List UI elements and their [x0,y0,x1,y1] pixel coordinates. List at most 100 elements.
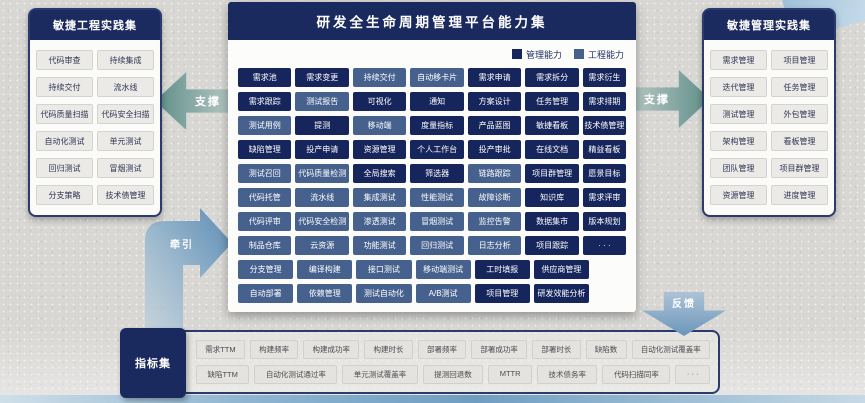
legend-swatch [573,49,584,59]
capability-chip: 云资源 [295,236,349,255]
capability-chip: 渗透测试 [352,212,407,231]
metric-chip: MTTR [488,365,533,384]
capability-chip: 愿景目标 [582,164,626,183]
capability-row: 分支管理 编译构建 接口测试 移动端测试 工时填报 供应商管理 [238,260,626,279]
metrics-rows: 需求TTM 构建频率 构建成功率 构建时长 部署频率 部署成功率 部署时长 缺陷数 自动化测试覆… [196,332,711,392]
capability-chip: 需求评审 [582,188,626,207]
capability-chip: 数据集市 [525,212,579,231]
practice-chip: 需求管理 [710,50,767,70]
support-arrow-left-label: 支撑 [195,96,221,108]
practice-chip: 回归测试 [36,158,93,178]
capability-chip: 代码托管 [238,188,292,207]
capability-row: 需求跟踪 测试报告 可视化 通知 方案设计 任务管理 需求排期 [238,92,626,111]
capability-chip: 需求拆分 [525,68,579,87]
capability-chip: 功能测试 [352,236,407,255]
capability-chip: 性能测试 [410,188,464,207]
capability-grid: 需求池 需求变更 持续交付 自动移卡片 需求申请 需求拆分 需求衍生 需求跟踪 测试报告 可视化通… [228,66,636,303]
capability-chip: 需求变更 [295,68,349,87]
capability-row: 需求池 需求变更 持续交付 自动移卡片 需求申请 需求拆分 需求衍生 [238,68,626,87]
metrics-row: 需求TTM 构建频率 构建成功率 构建时长 部署频率 部署成功率 部署时长 缺陷数 自动化测试覆… [196,340,710,359]
practice-chip: 团队管理 [710,158,767,178]
metric-chip: 提测回退数 [422,365,484,384]
capability-row: 代码评审 代码安全检测 渗透测试 冒烟测试 监控告警 数据集市 版本规划 [238,212,626,231]
capability-chip: 版本规划 [582,212,626,231]
capability-chip: 测试报告 [295,92,349,111]
capability-chip: · · · [582,236,626,255]
legend-item: 工程能力 [573,48,624,61]
capability-chip: 移动端测试 [415,260,471,279]
metric-chip: 部署频率 [417,340,467,359]
capability-chip: 项目跟踪 [525,236,579,255]
row-spacer [593,284,626,285]
capability-chip: 投产审批 [467,140,522,159]
capability-row: 测试召回 代码质量检测 全局搜索 筛选器 链路跟踪 项目群管理 愿景目标 [238,164,626,183]
capability-chip: 产品蓝图 [467,116,522,135]
capability-row: 代码托管 流水线 集成测试 性能测试 故障诊断 知识库 需求评审 [238,188,626,207]
capability-row: 制品仓库 云资源 功能测试 回归测试 日志分析 项目跟踪 · · · [238,236,626,255]
panel-engineering-practices: 敏捷工程实践集 代码审查 持续集成 持续交付 流水线 代码质量扫描 代码安全扫描 自动化测试… [28,8,162,217]
capability-chip: 需求申请 [467,68,522,87]
capability-chip: 回归测试 [410,236,464,255]
capability-chip: 持续交付 [352,68,407,87]
practice-chip: 代码质量扫描 [36,104,93,124]
metric-chip: 自动化测试覆盖率 [631,340,710,359]
capability-chip: 测试召回 [238,164,292,183]
metric-chip: 构建频率 [249,340,299,359]
capability-chip: 项目管理 [474,284,530,303]
metric-chip: 部署时长 [532,340,581,359]
capability-chip: 移动端 [352,116,407,135]
capability-chip: 依赖管理 [297,284,353,303]
capability-chip: 测试自动化 [356,284,412,303]
capability-chip: 需求跟踪 [238,92,292,111]
metric-chip: 部署成功率 [471,340,528,359]
metric-chip: 单元测试覆盖率 [342,365,418,384]
capability-row: 自动部署 依赖管理 测试自动化 A/B测试 项目管理 研发效能分析 [238,284,626,303]
practice-chip: 流水线 [97,77,154,97]
capability-chip: 投产申请 [295,140,349,159]
capability-chip: 缺陷管理 [238,140,292,159]
practice-chip: 持续集成 [97,50,154,70]
row-spacer [593,260,626,261]
capability-chip: 个人工作台 [410,140,464,159]
metric-chip: · · · [675,365,711,384]
metric-chip: 缺陷TTM [196,365,250,384]
capability-chip: 日志分析 [467,236,522,255]
capability-row: 测试用例 提测 移动端 度量指标 产品蓝图 敏捷看板 技术债管理 [238,116,626,135]
capability-chip: 供应商管理 [533,260,590,279]
capability-chip: 链路跟踪 [467,164,522,183]
capability-chip: 度量指标 [410,116,464,135]
capability-row: 缺陷管理 投产申请 资源管理 个人工作台 投产审批 在线文档 精益看板 [238,140,626,159]
capability-chip: 需求衍生 [582,68,626,87]
capability-chip: 分支管理 [238,260,294,279]
metrics-title: 指标集 [120,328,186,398]
practice-chip: 任务管理 [771,77,828,97]
metric-chip: 缺陷数 [585,340,627,359]
practice-chip: 分支策略 [36,185,93,205]
capability-chip: 代码质量检测 [295,164,349,183]
panel-management-practices-title: 敏捷管理实践集 [704,10,834,40]
capability-chip: 方案设计 [467,92,522,111]
metrics-row: 缺陷TTM 自动化测试通过率 单元测试覆盖率 提测回退数 MTTR 技术债务率 代码扫描同率… [196,365,711,384]
practice-chip: 冒烟测试 [97,158,154,178]
capability-chip: 敏捷看板 [525,116,579,135]
capability-chip: 制品仓库 [238,236,292,255]
capability-chip: 代码安全检测 [295,212,349,231]
panel-management-practices-body: 需求管理 项目管理 迭代管理 任务管理 测试管理 外包管理 架构管理 看板管理 团队管理 项目群管… [704,40,834,215]
pull-arrow [145,208,232,338]
capability-chip: 任务管理 [525,92,579,111]
capability-chip: 资源管理 [352,140,407,159]
capability-chip: 精益看板 [582,140,626,159]
practice-chip: 项目管理 [771,50,828,70]
legend-label: 管理能力 [525,49,562,60]
legend-swatch [511,49,522,59]
capability-chip: 通知 [410,92,464,111]
practice-chip: 持续交付 [36,77,93,97]
capability-chip: 监控告警 [467,212,522,231]
capability-chip: 筛选器 [410,164,464,183]
practice-chip: 外包管理 [771,104,828,124]
practice-chip: 技术债管理 [97,185,154,205]
capability-chip: 流水线 [295,188,349,207]
capability-chip: 接口测试 [356,260,412,279]
practice-chip: 迭代管理 [710,77,767,97]
capability-chip: 在线文档 [525,140,579,159]
